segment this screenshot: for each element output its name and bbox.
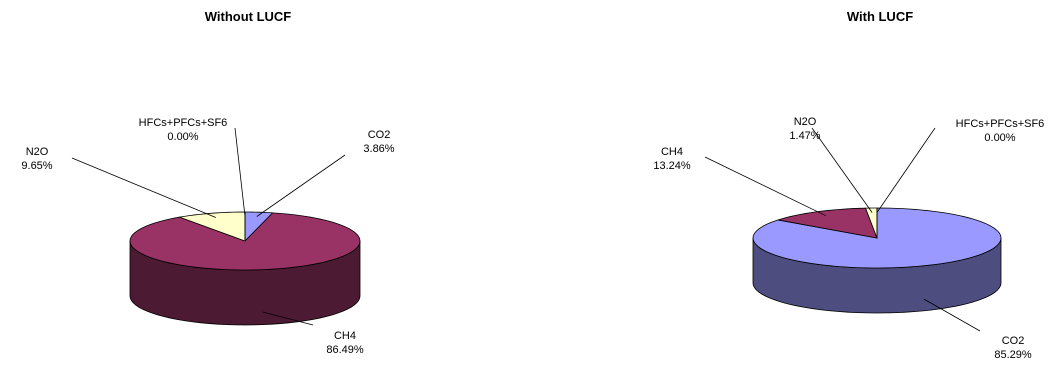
slice-value-co2: 85.29% xyxy=(994,349,1032,361)
leader-line-ch4 xyxy=(704,156,826,217)
slice-label-n2o: N2O xyxy=(794,116,817,128)
pie-slice-ch4 xyxy=(777,207,878,239)
slice-value-n2o: 1.47% xyxy=(789,130,820,142)
leader-line-co2 xyxy=(923,298,981,332)
slice-label-hfcs-pfcs-sf6: HFCs+PFCs+SF6 xyxy=(956,118,1045,130)
slice-value-co2: 3.86% xyxy=(363,143,394,155)
slice-label-co2: CO2 xyxy=(368,129,391,141)
pie-chart-without-lucf: CO2 3.86% CH4 86.49% N2O 9.65% HFCs+PFCs+SF6 0.… xyxy=(21,117,394,356)
leader-line-n2o xyxy=(811,127,873,213)
chart-title-without-lucf: Without LUCF xyxy=(204,9,292,24)
slice-value-n2o: 9.65% xyxy=(21,160,52,172)
slice-value-hfcs-pfcs-sf6: 0.00% xyxy=(984,132,1015,144)
slice-label-co2: CO2 xyxy=(1002,335,1025,347)
leader-line-hfcs-pfcs-sf6 xyxy=(876,127,936,213)
leader-line-n2o xyxy=(71,157,216,218)
pie-slice-n2o xyxy=(177,211,246,242)
slice-label-hfcs-pfcs-sf6: HFCs+PFCs+SF6 xyxy=(139,117,228,129)
slice-value-hfcs-pfcs-sf6: 0.00% xyxy=(167,131,198,143)
slice-value-ch4: 86.49% xyxy=(326,344,364,356)
pie-slice-n2o xyxy=(864,207,878,239)
leader-line-co2 xyxy=(256,154,346,217)
leader-line-ch4 xyxy=(262,311,314,326)
slice-label-ch4: CH4 xyxy=(661,146,683,158)
slice-label-ch4: CH4 xyxy=(334,330,356,342)
pie-chart-with-lucf: CO2 85.29% CH4 13.24% N2O 1.47% HFCs+PFCs+SF6 0… xyxy=(653,116,1044,361)
leader-line-hfcs-pfcs-sf6 xyxy=(234,127,246,217)
chart-title-with-lucf: With LUCF xyxy=(846,9,914,24)
slice-label-n2o: N2O xyxy=(26,146,49,158)
slice-value-ch4: 13.24% xyxy=(653,160,691,172)
